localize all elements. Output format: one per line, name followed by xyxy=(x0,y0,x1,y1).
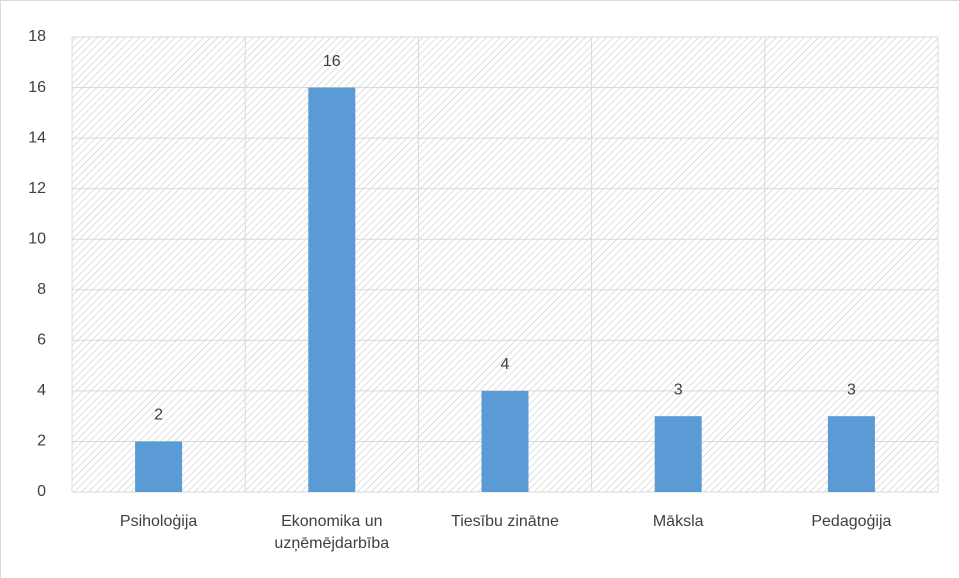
data-label: 3 xyxy=(674,381,683,398)
y-tick-label: 2 xyxy=(37,433,46,450)
x-tick-label: Psiholoģija xyxy=(119,513,198,530)
y-tick-label: 12 xyxy=(28,180,46,197)
y-tick-label: 10 xyxy=(28,230,46,247)
data-label: 3 xyxy=(847,381,856,398)
x-tick-label: Pedagoģija xyxy=(811,513,892,530)
x-tick-label: Ekonomika un uzņēmējdarbība xyxy=(274,513,390,552)
y-tick-label: 18 xyxy=(28,28,46,45)
y-tick-label: 14 xyxy=(28,129,46,146)
y-tick-label: 6 xyxy=(37,332,46,349)
y-tick-label: 4 xyxy=(37,382,46,399)
y-tick-label: 8 xyxy=(37,281,46,298)
y-tick-label: 16 xyxy=(28,79,46,96)
y-tick-label: 0 xyxy=(37,483,46,500)
data-label: 2 xyxy=(154,407,163,424)
bar xyxy=(135,441,183,492)
bar xyxy=(308,87,356,493)
bar xyxy=(654,416,702,492)
x-tick-label: Māksla xyxy=(652,513,704,530)
bar xyxy=(827,416,875,492)
data-label: 4 xyxy=(501,356,510,373)
bar xyxy=(481,390,529,492)
data-label: 16 xyxy=(323,53,341,70)
x-tick-label: Tiesību zinātne xyxy=(451,513,559,530)
